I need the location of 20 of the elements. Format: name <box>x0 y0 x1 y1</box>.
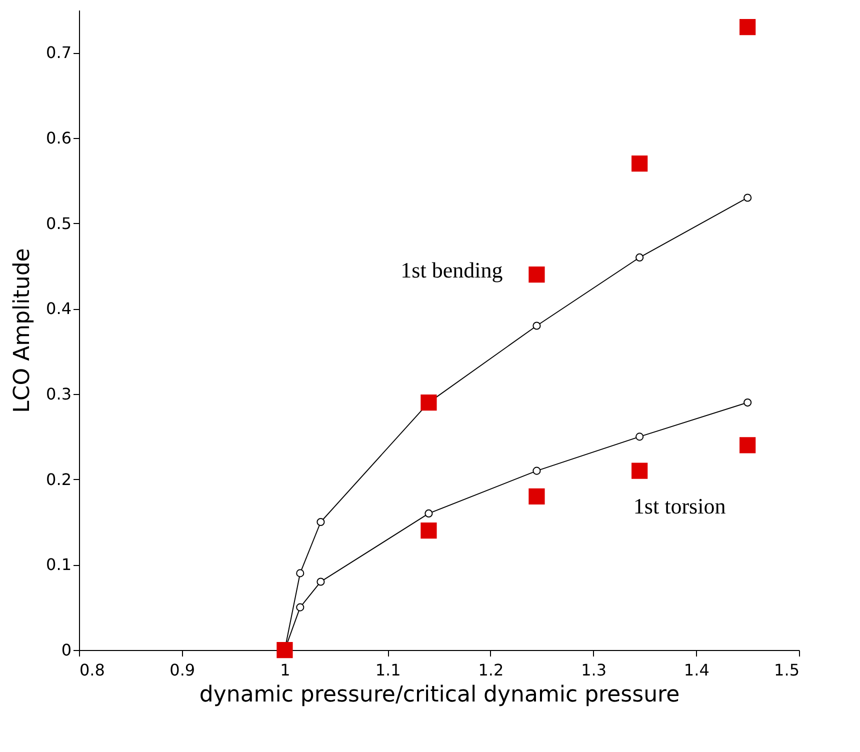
x-tick-label: 1.4 <box>684 660 710 680</box>
y-tick-label: 0.5 <box>46 214 72 233</box>
x-tick-label: 1 <box>280 660 290 680</box>
y-tick-label: 0.4 <box>46 299 72 318</box>
x-tick-label: 1.2 <box>478 660 504 680</box>
x-tick-label: 0.8 <box>80 660 105 680</box>
x-tick-label: 1.3 <box>581 660 607 680</box>
x-axis-title: dynamic pressure/critical dynamic pressure <box>199 682 680 708</box>
y-tick-label: 0 <box>61 640 72 660</box>
text: 1st bending <box>400 258 503 283</box>
x-tick-label: 1.5 <box>774 660 800 680</box>
y-tick-label: 0.6 <box>46 128 72 148</box>
y-tick-label: 0.2 <box>46 470 72 489</box>
x-tick-label: 1.1 <box>375 660 401 680</box>
y-tick-label: 0.7 <box>46 43 72 62</box>
y-tick-label: 0.1 <box>46 555 72 574</box>
y-tick-label: 0.3 <box>46 384 72 404</box>
x-tick-label: 0.9 <box>170 660 196 680</box>
text: 1st torsion <box>633 494 726 519</box>
y-axis-title: LCO Amplitude <box>10 248 36 413</box>
